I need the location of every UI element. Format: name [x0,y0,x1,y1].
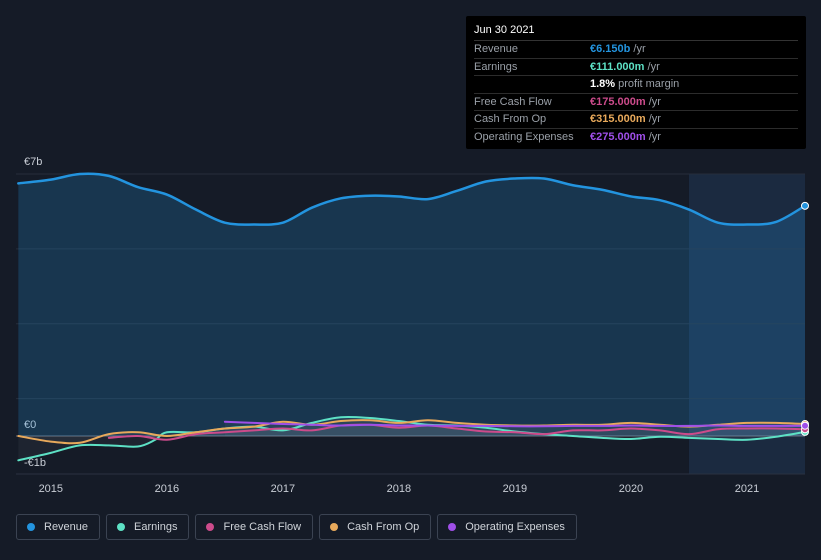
legend-dot-icon [117,523,126,531]
tooltip-row-label: Cash From Op [474,113,547,125]
x-tick-label: 2016 [155,483,179,495]
chart-legend: Revenue Earnings Free Cash Flow Cash From O… [16,514,577,542]
legend-item-revenue[interactable]: Revenue [16,514,101,540]
x-tick-label: 2015 [39,483,63,495]
operating-expenses-line [223,420,806,428]
legend-label: Cash From Op [347,521,420,533]
x-tick-label: 2018 [387,483,411,495]
tooltip-row-label: Earnings [474,60,518,73]
tooltip-row-value: €275.000m /yr [590,130,661,143]
y-tick-label: €7b [24,156,42,168]
y-tick-label: €0 [24,419,36,431]
data-tooltip: Jun 30 2021 Revenue €6.150b /yr Earnings €1… [466,16,806,149]
free-cash-flow-line [107,423,806,441]
legend-label: Revenue [44,521,89,533]
legend-label: Operating Expenses [465,521,565,533]
legend-label: Earnings [134,521,178,533]
tooltip-date: Jun 30 2021 [474,23,798,41]
x-tick-label: 2020 [619,483,643,495]
revenue-line [17,172,807,226]
tooltip-row-value: €315.000m /yr [590,113,661,125]
legend-item-operating-expenses[interactable]: Operating Expenses [437,514,577,540]
revenue-area [18,173,805,436]
legend-label: Free Cash Flow [223,521,302,533]
tooltip-row-value: €111.000m /yr [590,60,660,73]
legend-item-cash-from-op[interactable]: Cash From Op [319,514,432,540]
free-cash-flow-area [108,424,805,440]
financial-chart: €7b €0 -€1b 2015 2016 2017 2018 2019 2020 2021 [16,156,809,495]
tooltip-row-value: €6.150b /yr [590,43,646,55]
x-tick-label: 2019 [503,483,527,495]
tooltip-row-value: €175.000m /yr [590,95,661,108]
tooltip-row: Revenue €6.150b /yr [474,41,798,59]
x-tick-label: 2021 [735,483,759,495]
tooltip-row: Cash From Op €315.000m /yr [474,111,798,129]
tooltip-row: Operating Expenses €275.000m /yr [474,129,798,146]
y-tick-label: -€1b [24,457,46,469]
operating-expenses-end-point [801,421,809,430]
legend-item-earnings[interactable]: Earnings [106,514,190,540]
tooltip-row: Free Cash Flow €175.000m /yr [474,94,798,111]
legend-dot-icon [206,523,215,531]
tooltip-row-label: Free Cash Flow [474,95,552,108]
revenue-end-point [801,201,809,210]
legend-dot-icon [448,523,457,531]
tooltip-row-label: Operating Expenses [474,130,574,143]
legend-item-free-cash-flow[interactable]: Free Cash Flow [195,514,314,540]
tooltip-row: 1.8% profit margin [474,76,798,94]
legend-dot-icon [27,523,35,531]
earnings-line [17,415,806,462]
tooltip-row: Earnings €111.000m /yr [474,59,798,76]
legend-dot-icon [330,523,339,531]
tooltip-row-label: Revenue [474,43,519,55]
tooltip-row-value: 1.8% profit margin [590,78,680,90]
x-tick-label: 2017 [271,483,295,495]
